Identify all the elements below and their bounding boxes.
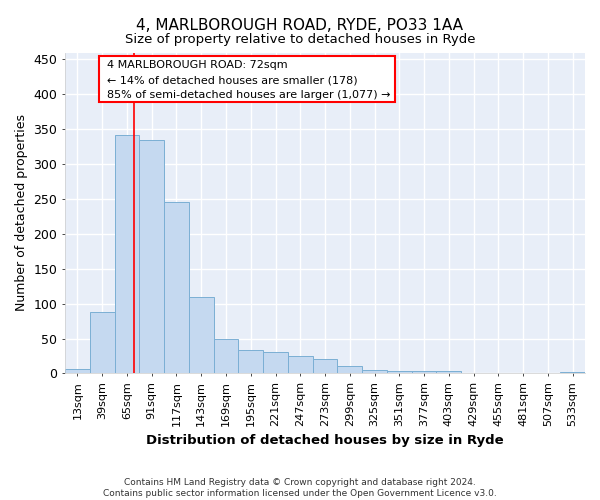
Y-axis label: Number of detached properties: Number of detached properties xyxy=(15,114,28,312)
Bar xyxy=(164,202,189,374)
Bar xyxy=(214,338,238,374)
Bar xyxy=(288,356,313,374)
Bar xyxy=(189,296,214,374)
Text: Size of property relative to detached houses in Ryde: Size of property relative to detached ho… xyxy=(125,32,475,46)
Bar xyxy=(65,368,90,374)
Bar xyxy=(115,135,139,374)
Bar xyxy=(263,352,288,374)
Text: ← 14% of detached houses are smaller (178): ← 14% of detached houses are smaller (17… xyxy=(107,76,357,86)
Text: 4 MARLBOROUGH ROAD: 72sqm: 4 MARLBOROUGH ROAD: 72sqm xyxy=(107,60,287,70)
Bar xyxy=(313,360,337,374)
Bar xyxy=(90,312,115,374)
Bar xyxy=(362,370,387,374)
Text: 4, MARLBOROUGH ROAD, RYDE, PO33 1AA: 4, MARLBOROUGH ROAD, RYDE, PO33 1AA xyxy=(137,18,464,32)
Bar xyxy=(436,372,461,374)
Bar xyxy=(560,372,585,374)
Text: Contains HM Land Registry data © Crown copyright and database right 2024.
Contai: Contains HM Land Registry data © Crown c… xyxy=(103,478,497,498)
Text: 85% of semi-detached houses are larger (1,077) →: 85% of semi-detached houses are larger (… xyxy=(107,90,390,101)
Bar xyxy=(486,372,511,374)
FancyBboxPatch shape xyxy=(99,56,395,102)
Bar xyxy=(139,140,164,374)
Bar xyxy=(337,366,362,374)
X-axis label: Distribution of detached houses by size in Ryde: Distribution of detached houses by size … xyxy=(146,434,504,448)
Bar xyxy=(412,370,436,374)
Bar xyxy=(387,370,412,374)
Bar xyxy=(238,350,263,374)
Bar xyxy=(461,372,486,374)
